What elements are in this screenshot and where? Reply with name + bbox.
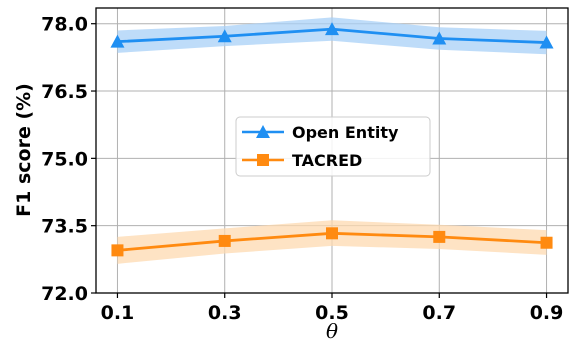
x-tick-label: 0.1 [101,302,135,324]
y-axis-ticks: 72.0 73.5 75.0 76.5 78.0 [41,14,96,305]
y-tick-label: 73.5 [41,216,88,238]
point-tacred [433,230,446,243]
point-open-entity [432,31,447,45]
y-tick-label: 76.5 [41,81,88,103]
legend-label-open-entity: Open Entity [292,123,399,142]
series-markers [110,22,554,257]
y-tick-label: 72.0 [41,283,88,305]
legend-marker-triangle [256,125,270,138]
x-tick-label: 0.9 [530,302,564,324]
legend-box [235,116,431,177]
y-tick-label: 75.0 [41,148,88,170]
legend: Open Entity TACRED [235,116,431,177]
y-tick-label: 78.0 [41,14,88,36]
point-open-entity [110,34,125,48]
point-open-entity [325,22,339,36]
legend-marker-square [257,154,269,166]
point-tacred [326,227,338,240]
y-axis-label: F1 score (%) [13,83,35,217]
point-open-entity [539,35,554,49]
x-axis-label: θ [326,319,338,343]
x-tick-label: 0.7 [422,302,456,324]
point-tacred [540,236,553,249]
x-axis-ticks: 0.1 0.3 0.5 0.7 0.9 [101,293,564,324]
point-tacred [111,244,124,257]
band-open-entity [117,17,547,55]
point-tacred [218,234,231,247]
legend-label-tacred: TACRED [292,151,362,170]
x-tick-label: 0.3 [208,302,242,324]
x-tick-label: 0.5 [315,302,349,324]
point-open-entity [217,29,232,43]
